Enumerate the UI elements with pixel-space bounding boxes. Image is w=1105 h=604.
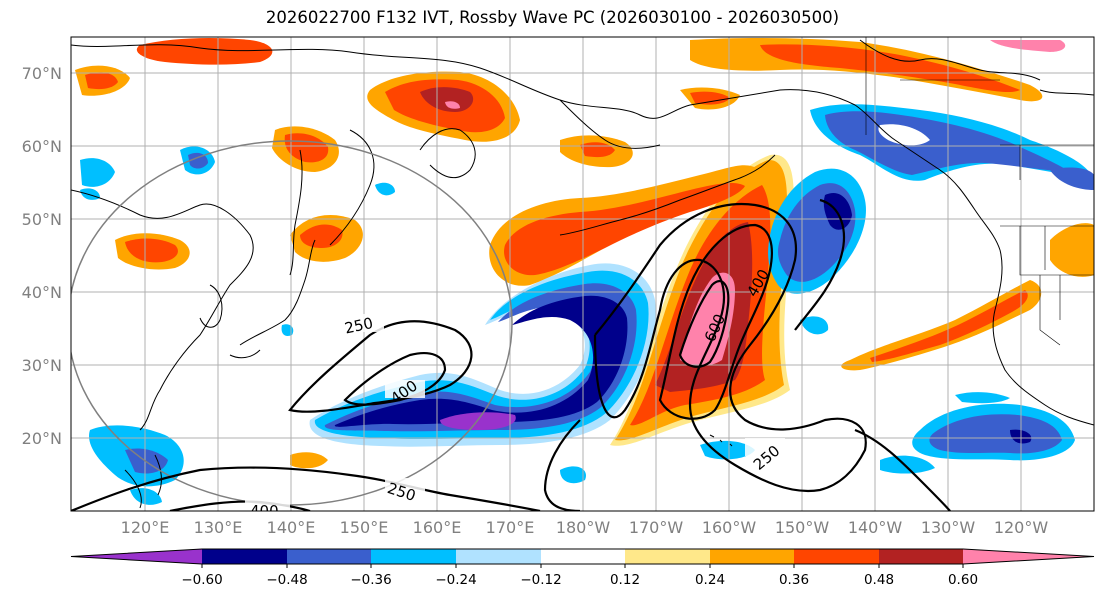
lat-label-70n: 70°N [22,64,62,83]
lat-label-30n: 30°N [22,356,62,375]
lon-label-160e: 160°E [413,518,462,537]
latitude-labels: 70°N 60°N 50°N 40°N 30°N 20°N [22,64,62,448]
colorbar-swatch [625,549,710,564]
colorbar: −0.60 −0.48 −0.36 −0.24 −0.12 0.12 0.24 0.36 0.4… [70,548,1095,588]
political-boundaries [865,37,1094,346]
lon-label-180w: 180°W [556,518,611,537]
lon-label-130e: 130°E [194,518,243,537]
colorbar-tick-label: 0.48 [864,572,894,588]
colorbar-swatch [202,549,287,564]
lon-label-150e: 150°E [340,518,389,537]
lon-label-120e: 120°E [121,518,170,537]
colorbar-swatch [794,549,879,564]
lon-label-130w: 130°W [921,518,976,537]
lon-label-160w: 160°W [702,518,757,537]
lon-label-140w: 140°W [848,518,903,537]
colorbar-swatch [879,549,963,564]
eastern-pacific-positive-band [841,223,1094,371]
lat-label-50n: 50°N [22,210,62,229]
gridlines [71,37,1094,511]
colorbar-swatch [371,549,456,564]
colorbar-swatch [287,549,371,564]
lat-label-20n: 20°N [22,429,62,448]
colorbar-swatch [456,549,541,564]
colorbar-swatch [71,549,202,564]
colorbar-tick-label: 0.36 [779,572,809,588]
map-frame [70,36,1095,512]
contour-labels: 250 400 600 400 250 250 400 [245,266,785,520]
colorbar-tick-label: −0.36 [350,572,391,588]
lon-label-150w: 150°W [775,518,830,537]
lat-label-40n: 40°N [22,283,62,302]
lon-label-170w: 170°W [629,518,684,537]
contour-label-400-south: 400 [250,502,279,520]
colorbar-tick-label: −0.48 [266,572,307,588]
colorbar-swatch [710,549,794,564]
lon-label-140e: 140°E [267,518,316,537]
colorbar-tick-label: −0.12 [520,572,561,588]
colorbar-tick-label: 0.24 [695,572,725,588]
map-panel: 250 400 600 400 250 250 400 [71,37,1094,520]
ivt-contours [71,198,951,511]
longitude-labels: 120°E 130°E 140°E 150°E 160°E 170°E 180°… [121,518,1049,537]
eastern-subtropical-negative [560,316,1075,484]
contour-label-250-west: 250 [343,314,375,338]
colorbar-swatch [963,549,1094,564]
map-title: 2026022700 F132 IVT, Rossby Wave PC (202… [265,8,840,27]
colorbar-swatch [541,549,625,564]
lon-label-120w: 120°W [994,518,1049,537]
colorbar-tick-label: −0.24 [435,572,476,588]
colorbar-tick-label: −0.60 [181,572,222,588]
colorbar-tick-label: 0.12 [610,572,640,588]
coastlines [71,39,1094,509]
lat-label-60n: 60°N [22,137,62,156]
colorbar-tick-label: 0.60 [948,572,978,588]
lon-label-170e: 170°E [486,518,535,537]
